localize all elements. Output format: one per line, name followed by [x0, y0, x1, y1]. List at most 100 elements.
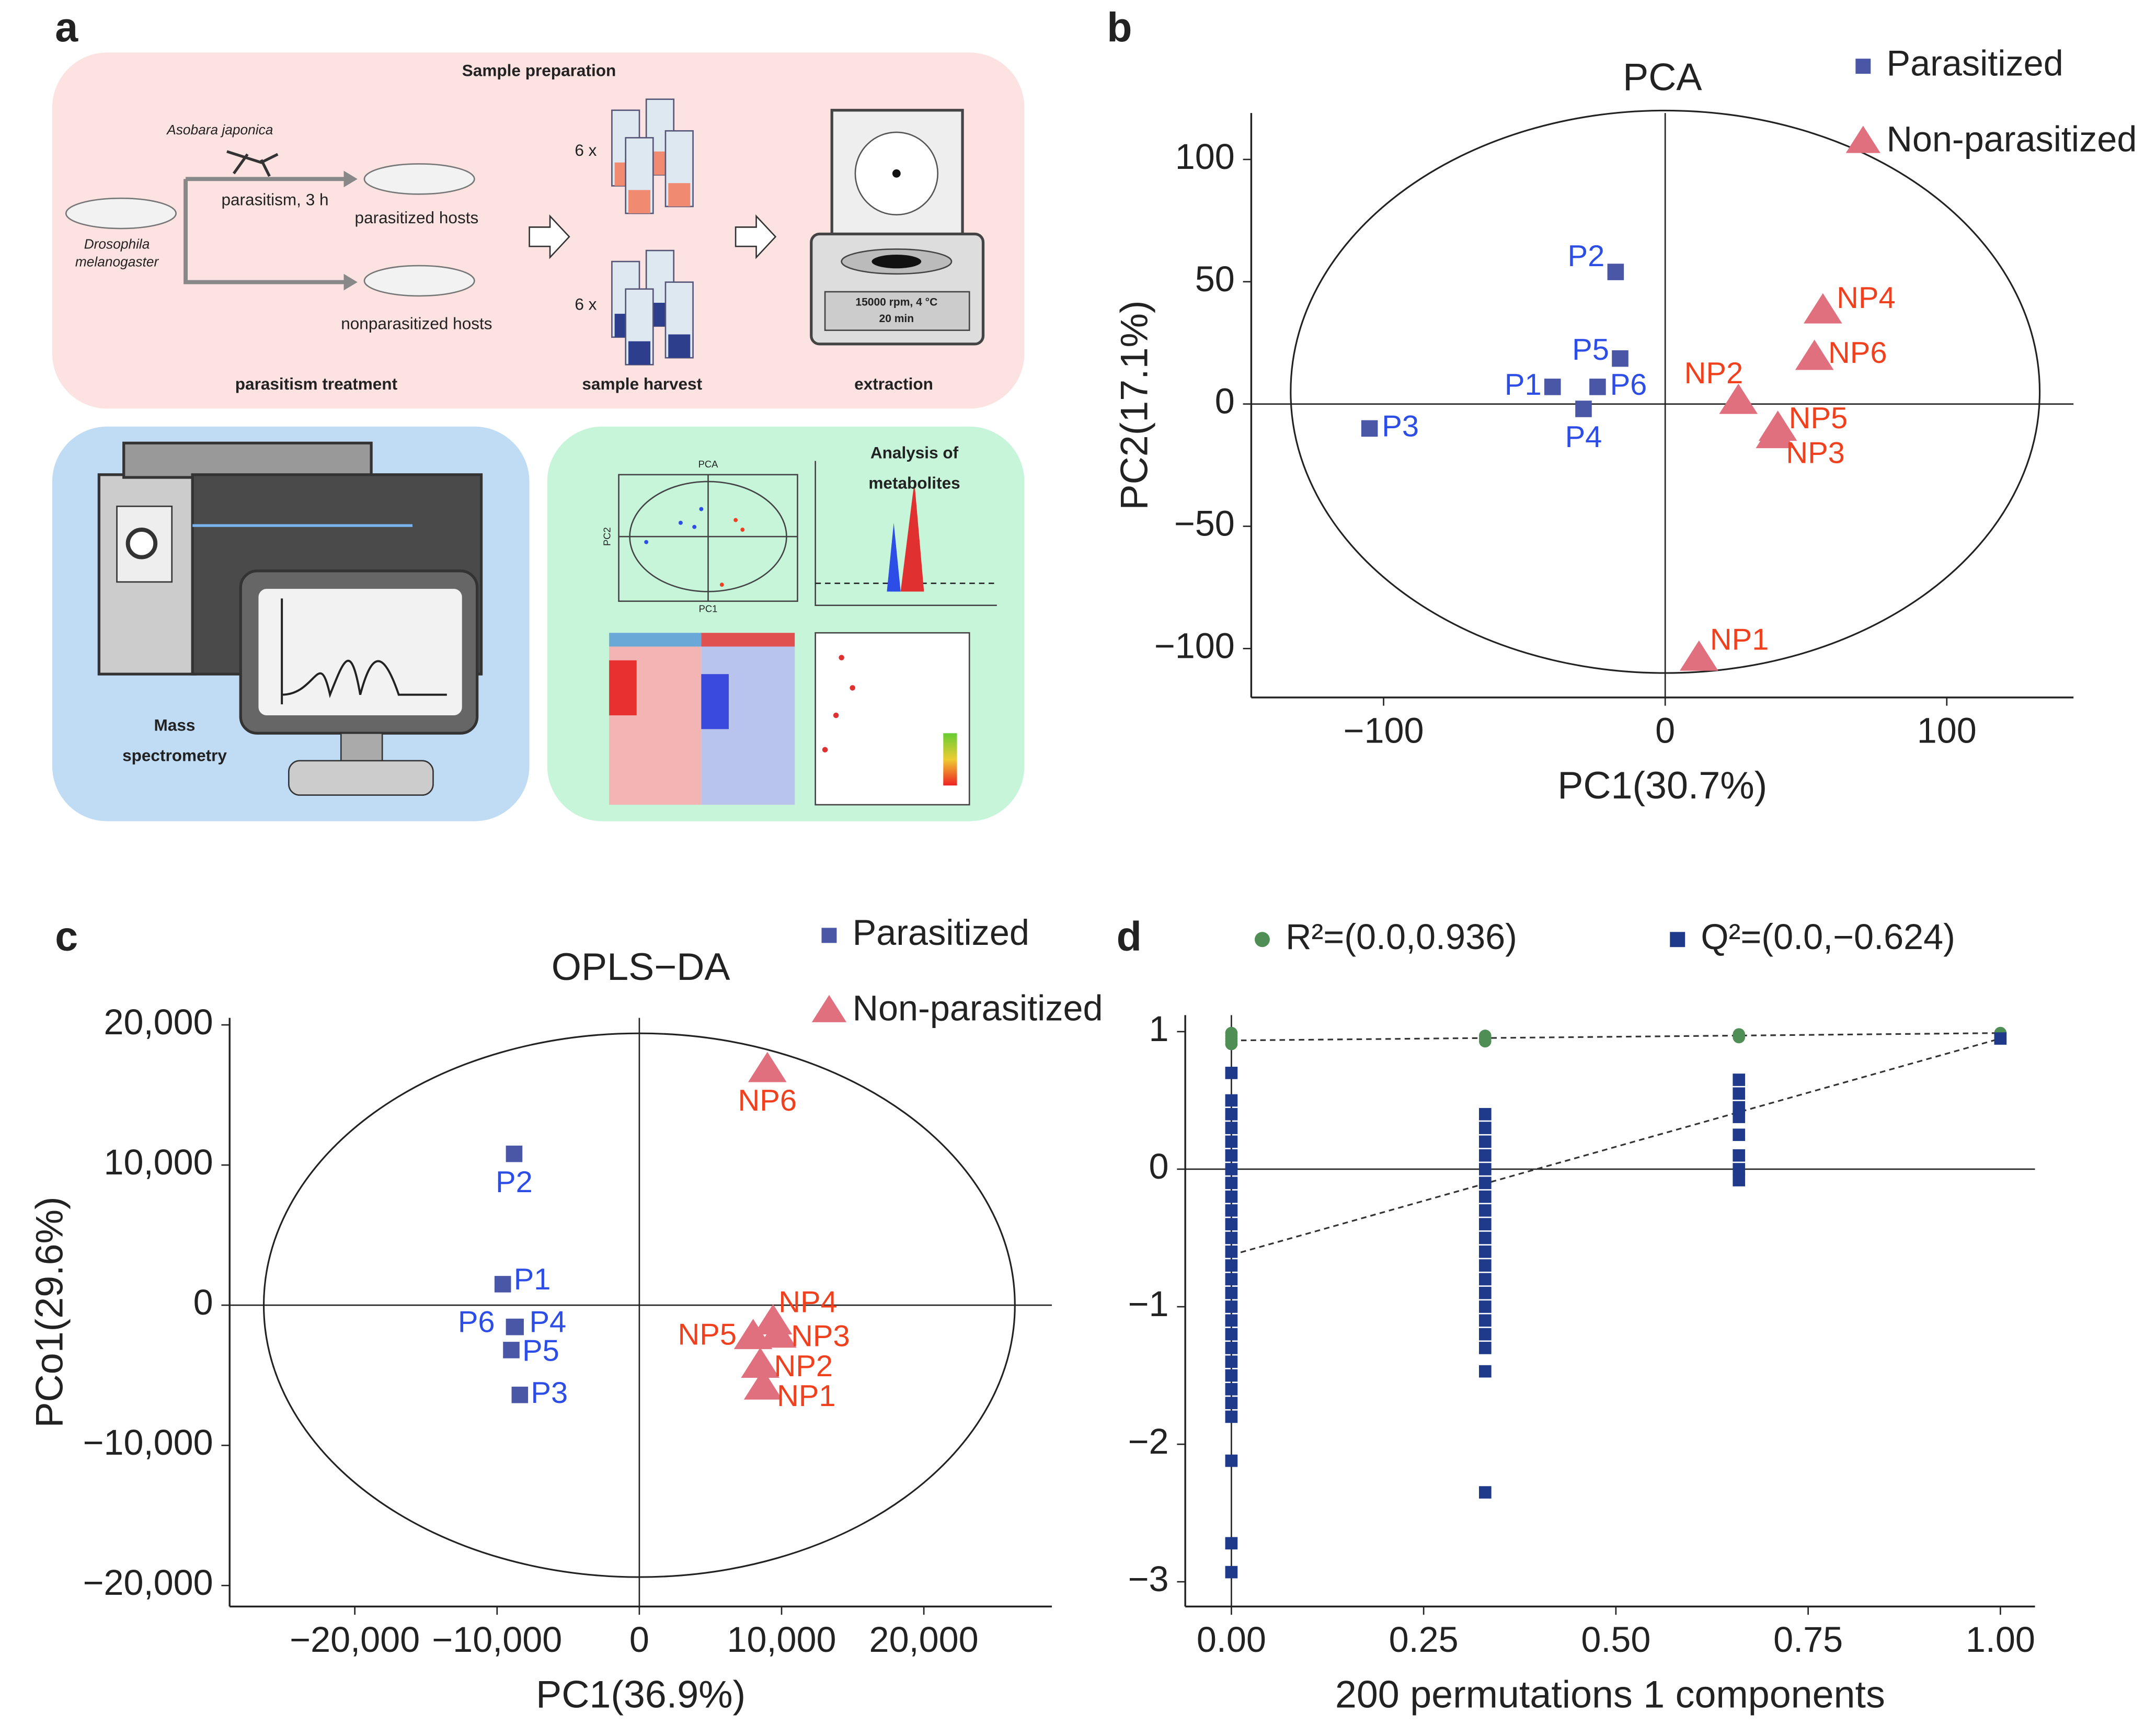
confidence-ellipse [262, 1032, 1016, 1578]
point-label: NP6 [738, 1084, 797, 1117]
point [1225, 1286, 1238, 1299]
point [1795, 339, 1834, 370]
y-tick-label: 20,000 [104, 1002, 213, 1042]
point [503, 1342, 520, 1358]
x-tick-label: 0 [629, 1620, 649, 1660]
point [1225, 1245, 1238, 1258]
point-label: P1 [514, 1263, 551, 1296]
point [1225, 1218, 1238, 1231]
point [1225, 1149, 1238, 1162]
point [1225, 1355, 1238, 1368]
x-axis-label: PC1(36.9%) [536, 1672, 746, 1716]
point [506, 1318, 523, 1335]
y-tick-label: −20,000 [83, 1563, 213, 1603]
point [1225, 1177, 1238, 1190]
panel-label: c [55, 913, 78, 960]
x-tick-label: 0 [1655, 711, 1675, 750]
x-tick-label: 10,000 [727, 1620, 836, 1660]
tubes [611, 98, 694, 366]
x-tick-label: −20,000 [290, 1620, 420, 1660]
point [1478, 1486, 1492, 1499]
y-tick-label: 0 [1215, 382, 1235, 421]
arrow-head [343, 170, 358, 291]
point [1225, 1342, 1238, 1354]
y-tick-label: 10,000 [104, 1143, 213, 1182]
regression-line [1231, 1032, 2001, 1042]
point-label: P4 [1565, 420, 1602, 454]
point [1225, 1037, 1238, 1050]
analysis: PCA PC2 PC1 Analysis of metabolites [547, 426, 1025, 821]
point [1225, 1067, 1238, 1079]
host-name: melanogaster [75, 254, 159, 270]
y-tick-label: −1 [1128, 1284, 1169, 1324]
step-label: sample harvest [582, 374, 702, 393]
x-axis-label: 200 permutations 1 components [1335, 1672, 1885, 1716]
point-label: P1 [1505, 368, 1542, 402]
mass-spec-label: Mass [154, 715, 196, 734]
point [743, 1369, 783, 1400]
point [1225, 1454, 1238, 1467]
point [1589, 379, 1606, 395]
point [1225, 1204, 1238, 1217]
legend-marker [1670, 932, 1685, 947]
point-label: NP2 [774, 1350, 833, 1383]
point [1733, 1073, 1746, 1086]
point [1994, 1032, 2007, 1045]
point [741, 1347, 780, 1378]
mini-y: PC2 [601, 527, 612, 546]
point [1478, 1273, 1492, 1286]
point-label: NP2 [1684, 357, 1744, 390]
regression-line [1231, 1037, 2001, 1256]
point-label: NP1 [777, 1379, 836, 1413]
step-label: extraction [854, 374, 933, 393]
point [1225, 1163, 1238, 1175]
point [1478, 1342, 1492, 1354]
point [1478, 1328, 1492, 1341]
point [1733, 1149, 1746, 1162]
point [1478, 1204, 1492, 1217]
point [1225, 1328, 1238, 1341]
point [1607, 264, 1624, 280]
x-tick-label: −100 [1344, 711, 1424, 750]
y-tick-label: 0 [193, 1283, 213, 1322]
centrifuge-setting: 20 min [879, 313, 914, 325]
treatment: parasitism, 3 h [221, 190, 328, 209]
y-tick-label: 1 [1149, 1009, 1169, 1049]
point-label: NP1 [1710, 623, 1769, 657]
count: 6 x [575, 141, 597, 159]
point [1733, 1087, 1746, 1100]
y-tick-label: −10,000 [83, 1423, 213, 1463]
point-label: P3 [1382, 410, 1419, 443]
wasp-name: Asobara japonica [166, 122, 273, 138]
block-arrow [529, 214, 570, 259]
point [1225, 1259, 1238, 1272]
point [1225, 1410, 1238, 1423]
wasp [226, 150, 279, 177]
y-tick-label: 0 [1149, 1147, 1169, 1186]
point [1225, 1314, 1238, 1327]
legend-marker [1254, 932, 1270, 947]
y-tick-label: −2 [1128, 1422, 1169, 1461]
point [1478, 1231, 1492, 1244]
point-label: NP5 [1789, 402, 1848, 435]
point [1803, 293, 1842, 324]
legend-label: Non-parasitized [1887, 119, 2137, 159]
point [1225, 1094, 1238, 1107]
point-label: P2 [496, 1166, 533, 1199]
point [1478, 1245, 1492, 1258]
point [753, 1304, 793, 1334]
point [1733, 1174, 1746, 1186]
y-axis-label: PCo1(29.6%) [27, 1197, 71, 1428]
point [1478, 1259, 1492, 1272]
point-label: P5 [522, 1334, 559, 1367]
panel-label: d [1117, 913, 1142, 960]
chart-title: OPLS−DA [552, 945, 730, 988]
point [1225, 1122, 1238, 1134]
y-tick-label: 50 [1195, 259, 1235, 299]
point [748, 1052, 787, 1082]
legend-label: Non-parasitized [853, 989, 1103, 1029]
point [1478, 1218, 1492, 1231]
point-label: NP6 [1828, 336, 1887, 370]
legend-marker [821, 928, 837, 943]
sample-preparation: Sample preparation Drosophila melanogast… [52, 52, 1025, 409]
